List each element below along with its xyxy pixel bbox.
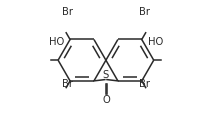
- Text: Br: Br: [138, 79, 150, 89]
- Text: HO: HO: [49, 37, 64, 47]
- Text: O: O: [102, 95, 110, 105]
- Text: S: S: [103, 70, 109, 80]
- Text: HO: HO: [148, 37, 163, 47]
- Text: Br: Br: [62, 79, 73, 89]
- Text: Br: Br: [62, 7, 73, 17]
- Text: Br: Br: [138, 7, 150, 17]
